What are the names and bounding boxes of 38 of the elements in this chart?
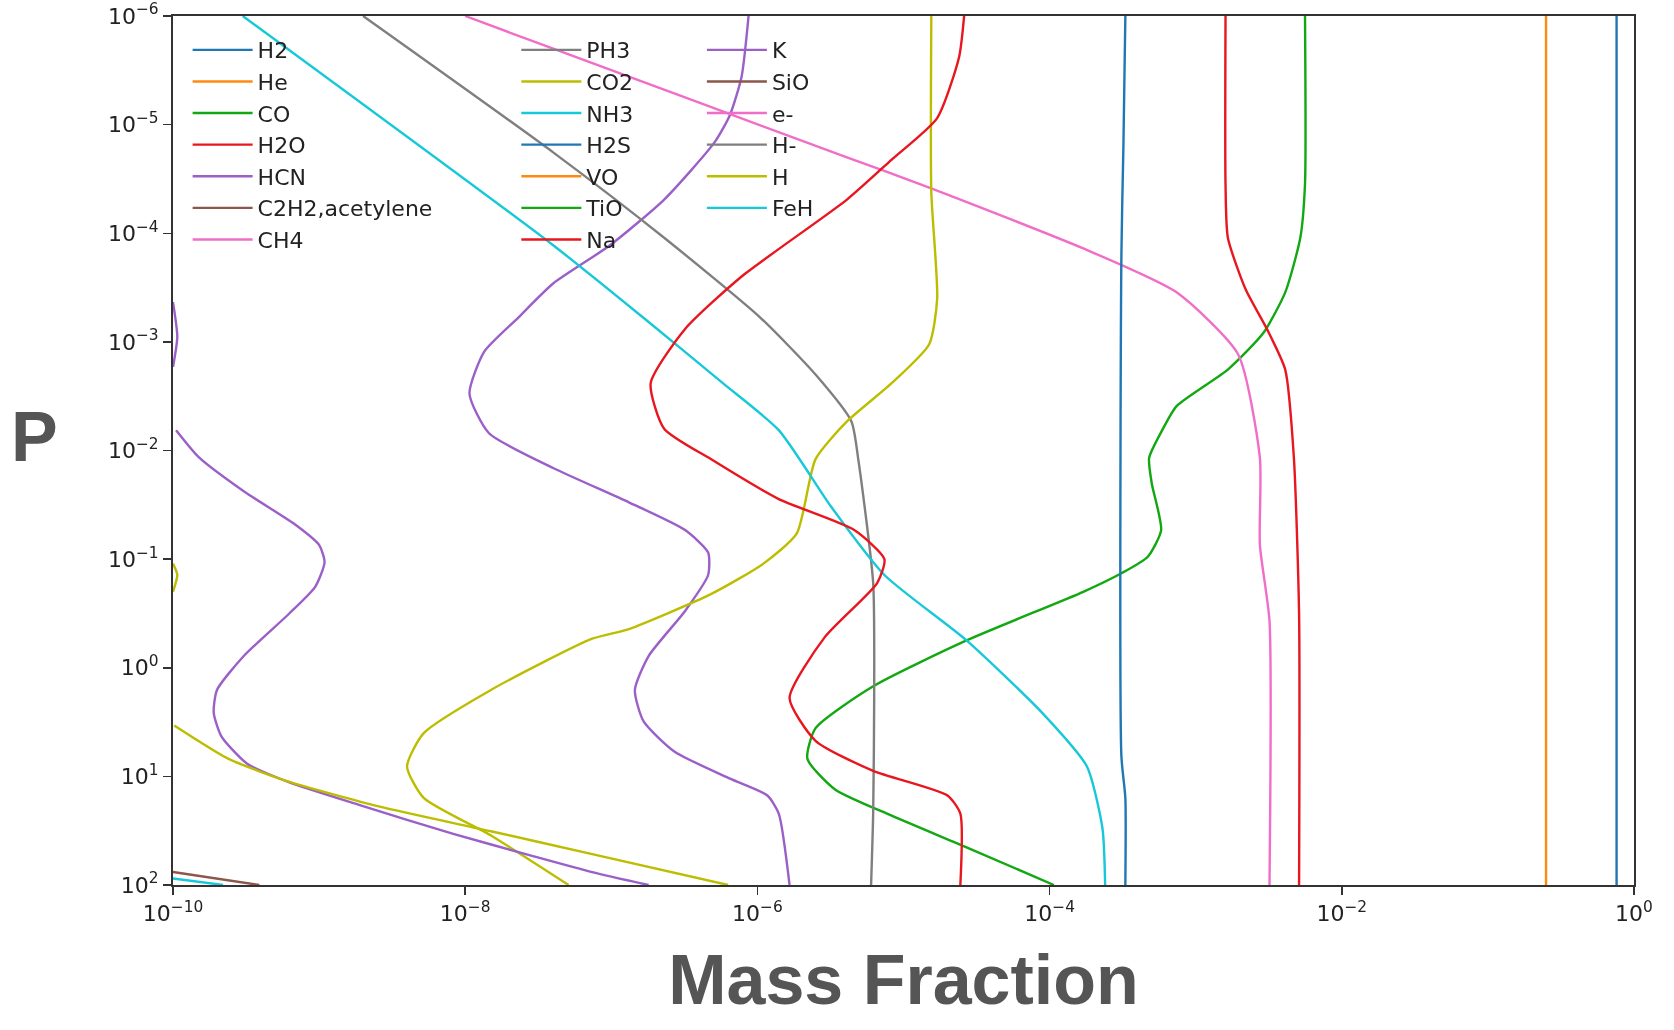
legend-label: C2H2,acetylene [257,196,433,222]
x-tick-label: 10$^{−2}$ [1316,898,1368,927]
legend-label: HCN [257,164,306,190]
y-tick-label: 10$^{−6}$ [107,0,159,29]
y-tick-label: 10$^{−4}$ [107,217,159,246]
legend-label: He [257,70,288,96]
y-tick-label: 10$^{−1}$ [107,543,159,572]
y-axis-title: P [11,398,58,476]
y-tick-label: 10$^{0}$ [120,652,159,681]
legend-label: CO2 [586,70,634,96]
legend-label: H- [771,133,797,159]
line-series [1119,16,1127,885]
legend-label: SiO [771,70,810,96]
x-tick-label: 10$^{−6}$ [732,898,783,927]
x-tick-label: 10$^{−8}$ [439,898,491,927]
legend-label: NH3 [586,101,634,127]
y-tick-label: 10$^{−5}$ [107,109,159,138]
y-tick-label: 10$^{−3}$ [107,326,159,355]
legend-label: TiO [585,196,623,222]
y-tick-label: 10$^{1}$ [120,760,159,790]
y-tick-label: 10$^{2}$ [120,869,159,898]
legend-label: PH3 [586,38,631,64]
legend-label: H [771,164,789,190]
legend-label: H2S [586,133,631,159]
legend-label: VO [586,164,619,190]
legend-label: CO [257,101,291,127]
legend-label: Na [586,228,617,254]
legend-label: e- [771,101,794,127]
legend-label: H2O [257,133,306,159]
x-axis-title: Mass Fraction [668,941,1139,1020]
legend-label: FeH [771,196,814,222]
y-tick-label: 10$^{−2}$ [107,434,159,464]
x-tick-label: 10$^{−4}$ [1024,898,1075,927]
x-tick-label: 10$^{0}$ [1615,898,1653,927]
legend-label: H2 [257,38,289,64]
x-tick-label: 10$^{−10}$ [142,898,204,927]
legend-label: K [771,38,787,64]
legend-label: CH4 [257,228,304,254]
